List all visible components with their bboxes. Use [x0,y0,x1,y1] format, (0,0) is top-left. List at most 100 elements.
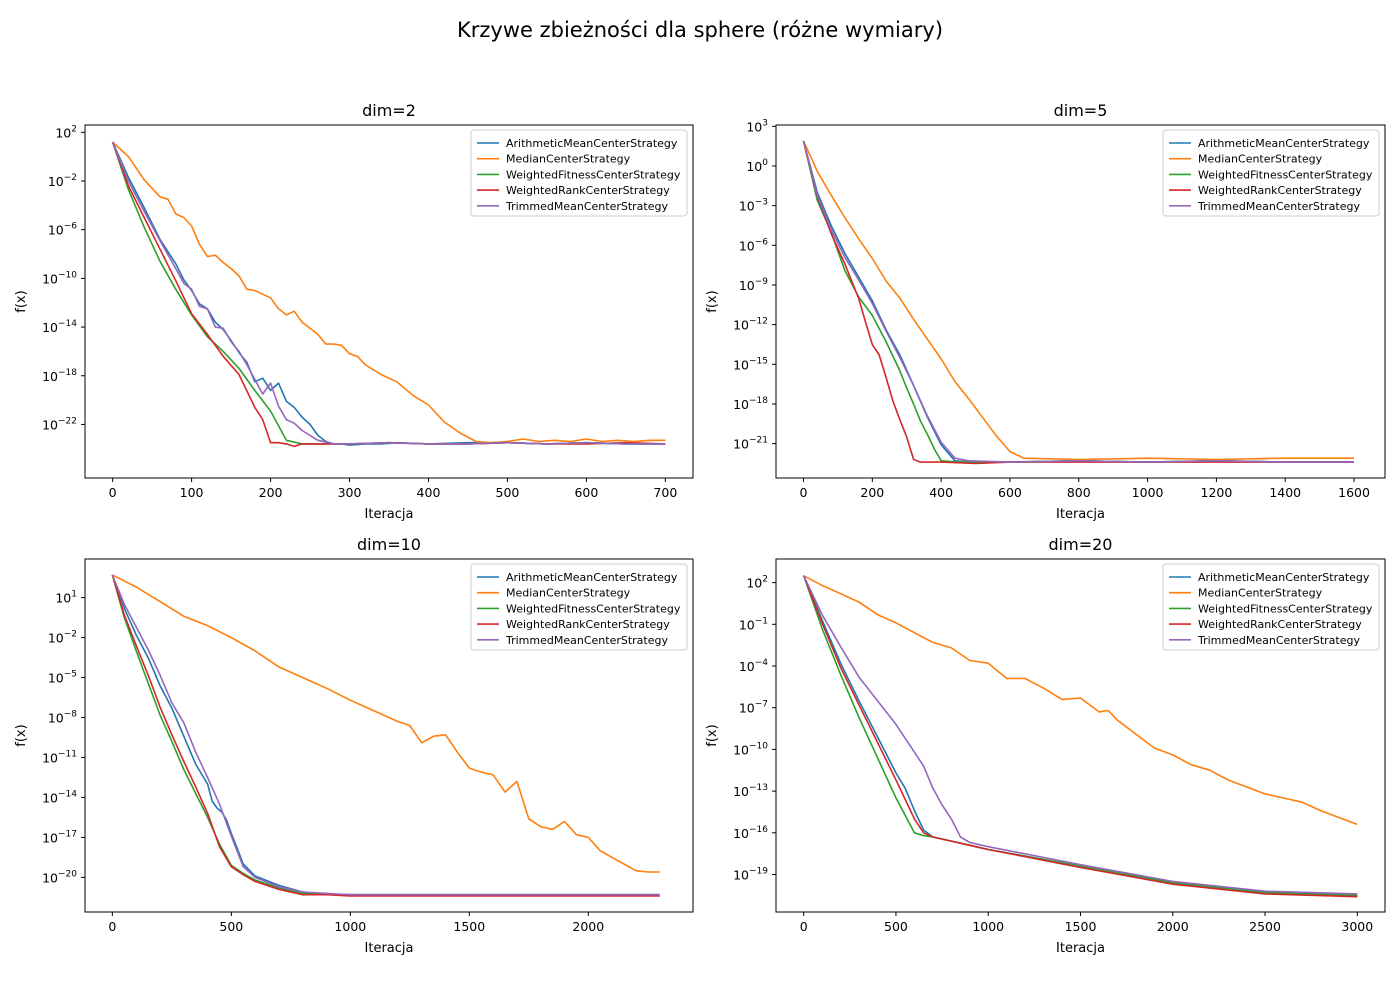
legend-entry: MedianCenterStrategy [1198,153,1323,166]
y-tick-label: 10−11 [42,749,77,765]
x-tick-label: 300 [338,485,362,500]
legend-entry: TrimmedMeanCenterStrategy [505,634,668,647]
series-line-WeightedRankCenterStrategy [111,574,660,897]
axes-frame [775,124,1386,479]
x-tick-label: 600 [998,485,1022,500]
y-tick-label: 10−22 [42,416,77,432]
y-tick-label: 10−14 [42,789,77,805]
y-tick-label: 10−1 [739,616,768,632]
figure-suptitle: Krzywe zbieżności dla sphere (różne wymi… [457,18,943,42]
y-axis-label: f(x) [705,290,720,312]
x-axis-label: Iteracja [365,507,414,522]
legend-entry: WeightedRankCenterStrategy [1198,618,1362,631]
legend-box [1162,563,1380,651]
x-tick-label: 500 [884,919,908,934]
series-line-MedianCenterStrategy [802,140,1354,461]
x-tick-label: 2500 [1249,919,1281,934]
y-tick-label: 10−18 [42,368,77,384]
series-line-WeightedRankCenterStrategy [802,575,1358,898]
x-tick-label: 0 [800,919,808,934]
x-tick-label: 400 [417,485,441,500]
y-tick-label: 10−3 [739,198,768,214]
y-tick-label: 10−18 [733,396,768,412]
series-line-TrimmedMeanCenterStrategy [111,574,660,896]
legend: ArithmeticMeanCenterStrategy MedianCenter… [1162,129,1380,217]
y-axis-label: f(x) [14,724,29,746]
x-tick-label: 0 [108,919,116,934]
y-tick-label: 10−17 [42,829,77,845]
series-line-MedianCenterStrategy [112,574,660,873]
legend-box [1162,129,1380,217]
x-tick-label: 2000 [1157,919,1189,934]
series-line-TrimmedMeanCenterStrategy [111,141,666,445]
subplot-title: dim=20 [1049,535,1113,554]
legend-entry: ArithmeticMeanCenterStrategy [506,137,678,150]
legend-entry: WeightedFitnessCenterStrategy [1198,168,1373,181]
series-line-WeightedFitnessCenterStrategy [802,575,1358,897]
y-tick-label: 10−2 [48,173,77,189]
series-line-MedianCenterStrategy [112,141,666,444]
x-tick-label: 500 [219,919,243,934]
y-tick-label: 10−12 [733,317,768,333]
legend-entry: WeightedFitnessCenterStrategy [506,602,681,615]
y-tick-label: 10−7 [739,700,768,716]
legend-entry: TrimmedMeanCenterStrategy [1197,634,1360,647]
subplot-title: dim=2 [362,101,416,120]
y-tick-label: 100 [746,158,768,174]
legend-entry: MedianCenterStrategy [1198,587,1323,600]
y-tick-label: 10−20 [42,869,77,885]
x-tick-label: 0 [800,485,808,500]
series-line-TrimmedMeanCenterStrategy [802,575,1358,895]
y-tick-label: 10−9 [739,277,768,293]
legend-entry: ArithmeticMeanCenterStrategy [1198,137,1370,150]
x-tick-label: 1600 [1338,485,1370,500]
x-tick-label: 600 [574,485,598,500]
subplot-title: dim=5 [1054,101,1108,120]
x-axis-label: Iteracja [365,941,414,956]
legend: ArithmeticMeanCenterStrategy MedianCenter… [1162,563,1380,651]
x-tick-label: 100 [180,485,204,500]
series-line-MedianCenterStrategy [803,574,1358,826]
subplot-2: 0 500 1000 1500 2000 101 10−2 10−5 10−8 10−11 10−1… [14,535,694,956]
x-tick-label: 3000 [1341,919,1373,934]
legend-entry: WeightedRankCenterStrategy [1198,184,1362,197]
legend-entry: WeightedFitnessCenterStrategy [506,168,681,181]
subplot-3: 0 500 1000 1500 2000 2500 3000 102 10−1 10−4 10−7 1… [705,535,1386,956]
y-tick-label: 101 [55,590,77,606]
y-tick-label: 102 [55,124,77,140]
y-tick-label: 10−6 [739,237,768,253]
legend-entry: WeightedFitnessCenterStrategy [1198,602,1373,615]
x-tick-label: 1500 [453,919,485,934]
legend-entry: TrimmedMeanCenterStrategy [505,200,668,213]
x-tick-label: 1000 [1132,485,1164,500]
legend-entry: TrimmedMeanCenterStrategy [1197,200,1360,213]
y-axis-label: f(x) [14,290,29,312]
x-axis-label: Iteracja [1056,507,1105,522]
legend-entry: WeightedRankCenterStrategy [506,184,670,197]
y-tick-label: 10−2 [48,630,77,646]
y-tick-label: 10−13 [733,783,768,799]
y-tick-label: 10−21 [733,436,768,452]
y-tick-label: 10−5 [48,670,77,686]
legend-entry: WeightedRankCenterStrategy [506,618,670,631]
x-tick-label: 500 [496,485,520,500]
subplot-title: dim=10 [357,535,421,554]
y-tick-label: 10−6 [48,222,77,238]
y-tick-label: 10−4 [739,658,768,674]
legend-entry: ArithmeticMeanCenterStrategy [506,571,678,584]
x-tick-label: 1000 [972,919,1004,934]
y-tick-label: 10−19 [733,866,768,882]
legend: ArithmeticMeanCenterStrategy MedianCenter… [470,129,688,217]
y-tick-label: 103 [746,118,768,134]
x-axis-label: Iteracja [1056,941,1105,956]
x-tick-label: 0 [109,485,117,500]
legend-box [470,563,688,651]
y-tick-label: 10−10 [733,741,768,757]
x-tick-label: 800 [1067,485,1091,500]
y-tick-label: 10−14 [42,319,77,335]
x-tick-label: 1400 [1269,485,1301,500]
x-tick-label: 1500 [1065,919,1097,934]
y-tick-label: 10−15 [733,356,768,372]
x-tick-label: 1200 [1201,485,1233,500]
y-tick-label: 10−8 [48,710,77,726]
